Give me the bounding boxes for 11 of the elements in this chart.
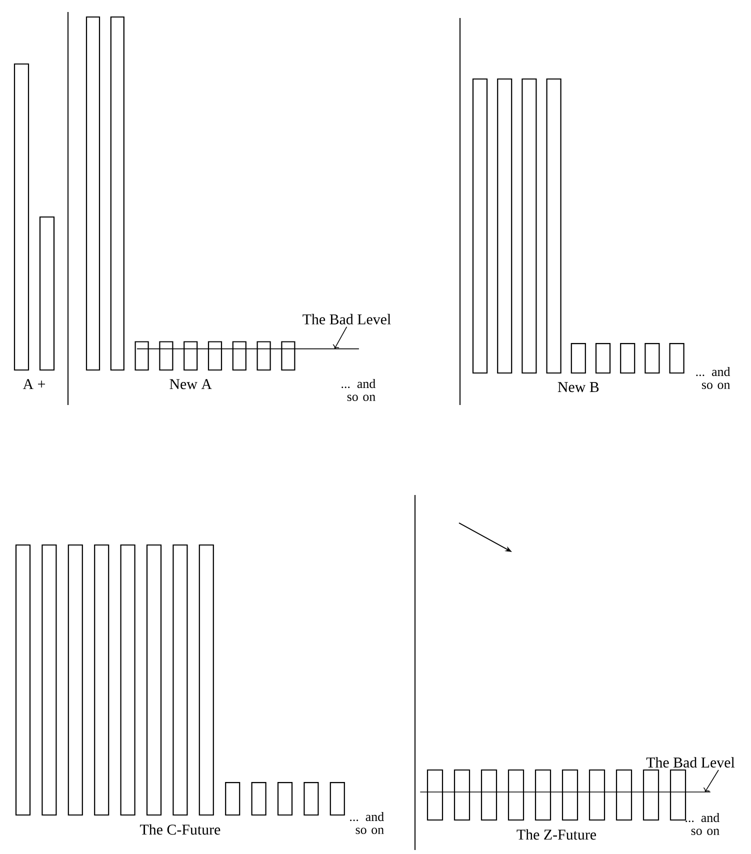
- x-axis-title: New A: [170, 379, 212, 390]
- annotation: ... and so on: [686, 812, 720, 836]
- x-axis-title: New B: [558, 382, 599, 392]
- annotation: ... and so on: [350, 812, 384, 834]
- ref-line-label: The Bad Level: [646, 757, 735, 768]
- text: ... and so on: [696, 366, 730, 390]
- text: ... and so on: [342, 378, 376, 402]
- x-axis-title: The Z-Future: [516, 829, 596, 840]
- ref-line-label: The Bad Level: [302, 314, 391, 324]
- x-axis-title: A +: [22, 379, 45, 390]
- x-axis-title: The C-Future: [140, 824, 220, 835]
